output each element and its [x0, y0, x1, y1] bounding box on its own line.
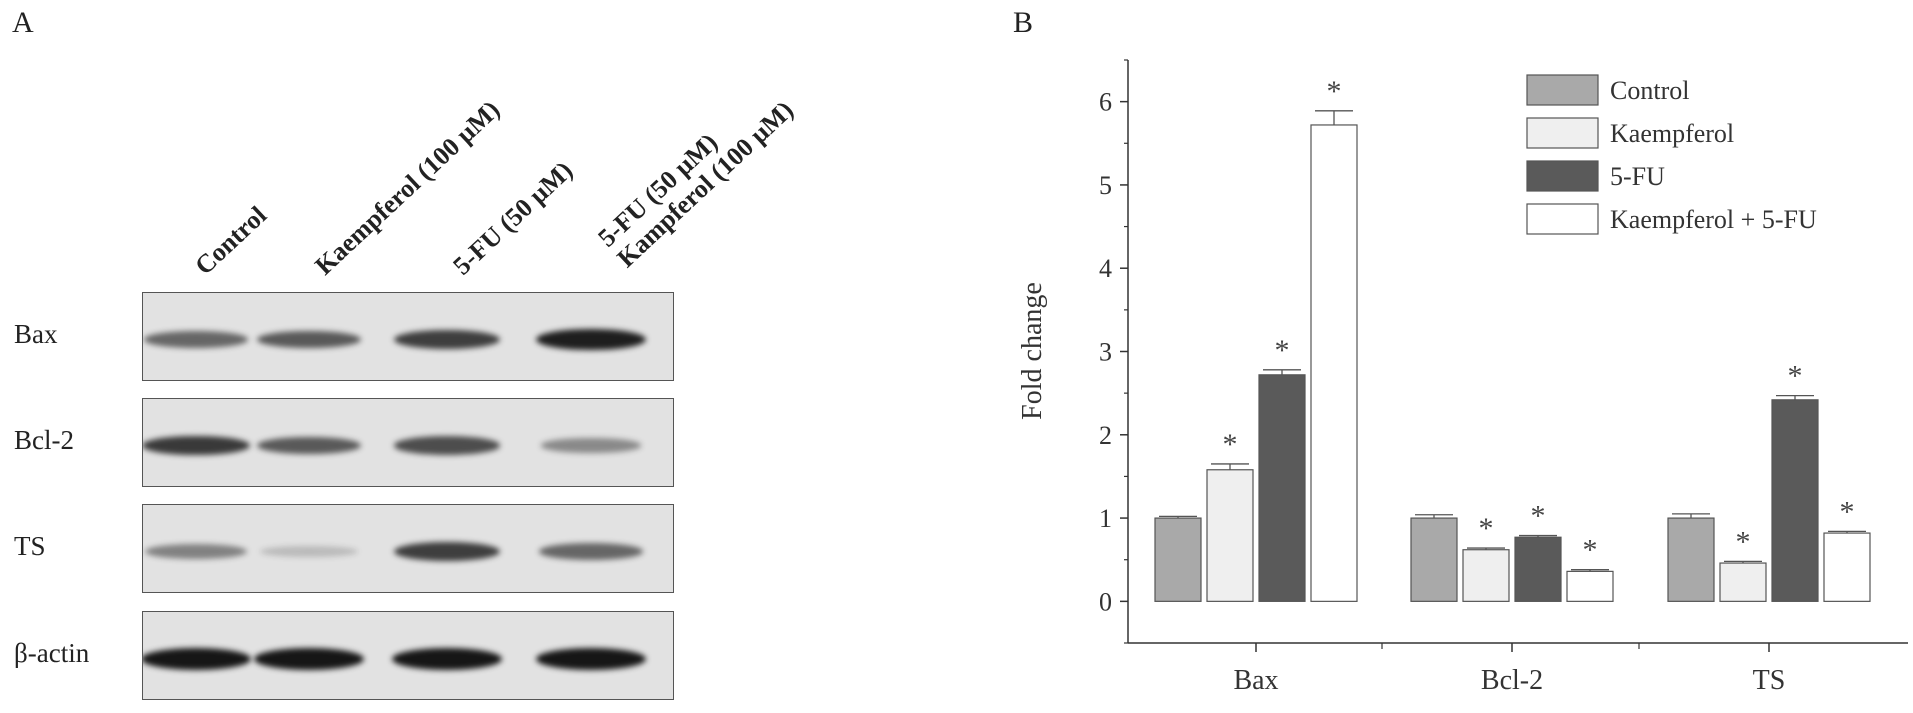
lane-label-line: Control: [189, 200, 273, 281]
y-tick-label: 2: [1099, 421, 1112, 450]
y-tick-label: 0: [1099, 587, 1112, 616]
bar-bcl-2-0: [1410, 517, 1458, 602]
blot-band: [393, 329, 501, 350]
legend-swatch: [1526, 74, 1599, 106]
blot-band: [536, 647, 646, 670]
blot-membrane: [142, 398, 674, 487]
significance-marker: *: [1531, 500, 1546, 533]
legend-swatch: [1526, 117, 1599, 149]
y-tick-label: 4: [1099, 254, 1112, 283]
bar-bax-2: [1258, 374, 1306, 602]
legend-label: Kaempferol: [1610, 119, 1734, 148]
blot-band: [540, 438, 642, 453]
bar-bcl-2-1: [1462, 549, 1510, 602]
legend-label: Control: [1610, 76, 1689, 105]
bar-bcl-2-3: [1566, 570, 1614, 602]
blot-band: [536, 328, 646, 351]
blot-band: [392, 647, 502, 670]
y-tick-label: 6: [1099, 88, 1112, 117]
bar-ts-3: [1823, 532, 1871, 602]
panel-b-letter: B: [1013, 6, 1034, 39]
blot-membrane: [142, 504, 674, 593]
blot-row-label: Bax: [14, 318, 58, 349]
lane-label: Control: [189, 200, 273, 281]
bar-bax-0: [1154, 517, 1202, 602]
blot-band: [254, 647, 364, 670]
bar-bax-1: [1206, 469, 1254, 602]
legend-label: 5-FU: [1610, 162, 1665, 191]
x-tick-label: Bcl-2: [1481, 665, 1543, 696]
significance-marker: *: [1275, 334, 1290, 367]
significance-marker: *: [1840, 495, 1855, 528]
significance-marker: *: [1788, 360, 1803, 393]
bar-ts-1: [1719, 562, 1767, 602]
blot-row-label: TS: [14, 530, 46, 561]
legend-label: Kaempferol + 5-FU: [1610, 205, 1817, 234]
blot-row-label: β-actin: [14, 637, 90, 668]
x-tick-label: TS: [1753, 665, 1786, 696]
bar-bcl-2-2: [1514, 536, 1562, 602]
bar-bax-3: [1310, 124, 1358, 602]
blot-band: [256, 436, 362, 455]
significance-marker: *: [1479, 512, 1494, 545]
y-axis-label: Fold change: [1017, 282, 1048, 420]
lane-label-line: 5-FU (50 μM): [447, 155, 579, 281]
legend-swatch: [1526, 160, 1599, 192]
blot-membrane: [142, 292, 674, 381]
blot-row-label: Bcl-2: [14, 424, 74, 455]
bar-ts-0: [1667, 517, 1715, 602]
legend-swatch: [1526, 203, 1599, 235]
blot-band: [393, 541, 501, 562]
y-tick-label: 1: [1099, 504, 1112, 533]
blot-band: [394, 436, 500, 455]
blot-band: [256, 330, 362, 349]
blot-band: [143, 647, 251, 670]
blot-band: [539, 543, 643, 560]
lane-label: 5-FU (50 μM) Kampferol (100 μM): [592, 76, 799, 273]
panel-a-letter: A: [12, 6, 34, 39]
significance-marker: *: [1583, 534, 1598, 567]
significance-marker: *: [1223, 428, 1238, 461]
x-tick-label: Bax: [1233, 665, 1278, 696]
lane-label-line: Kampferol (100 μM): [611, 95, 799, 273]
lane-label: 5-FU (50 μM): [447, 155, 579, 281]
blot-band: [145, 544, 247, 559]
blot-band: [260, 546, 358, 557]
blot-membrane: [142, 611, 674, 700]
significance-marker: *: [1736, 525, 1751, 558]
blot-band: [143, 435, 250, 456]
lane-label-line: 5-FU (50 μM): [592, 127, 724, 253]
blot-band: [144, 331, 248, 348]
bar-ts-2: [1771, 399, 1819, 602]
y-tick-label: 5: [1099, 171, 1112, 200]
y-tick-label: 3: [1099, 338, 1112, 367]
significance-marker: *: [1327, 75, 1342, 108]
